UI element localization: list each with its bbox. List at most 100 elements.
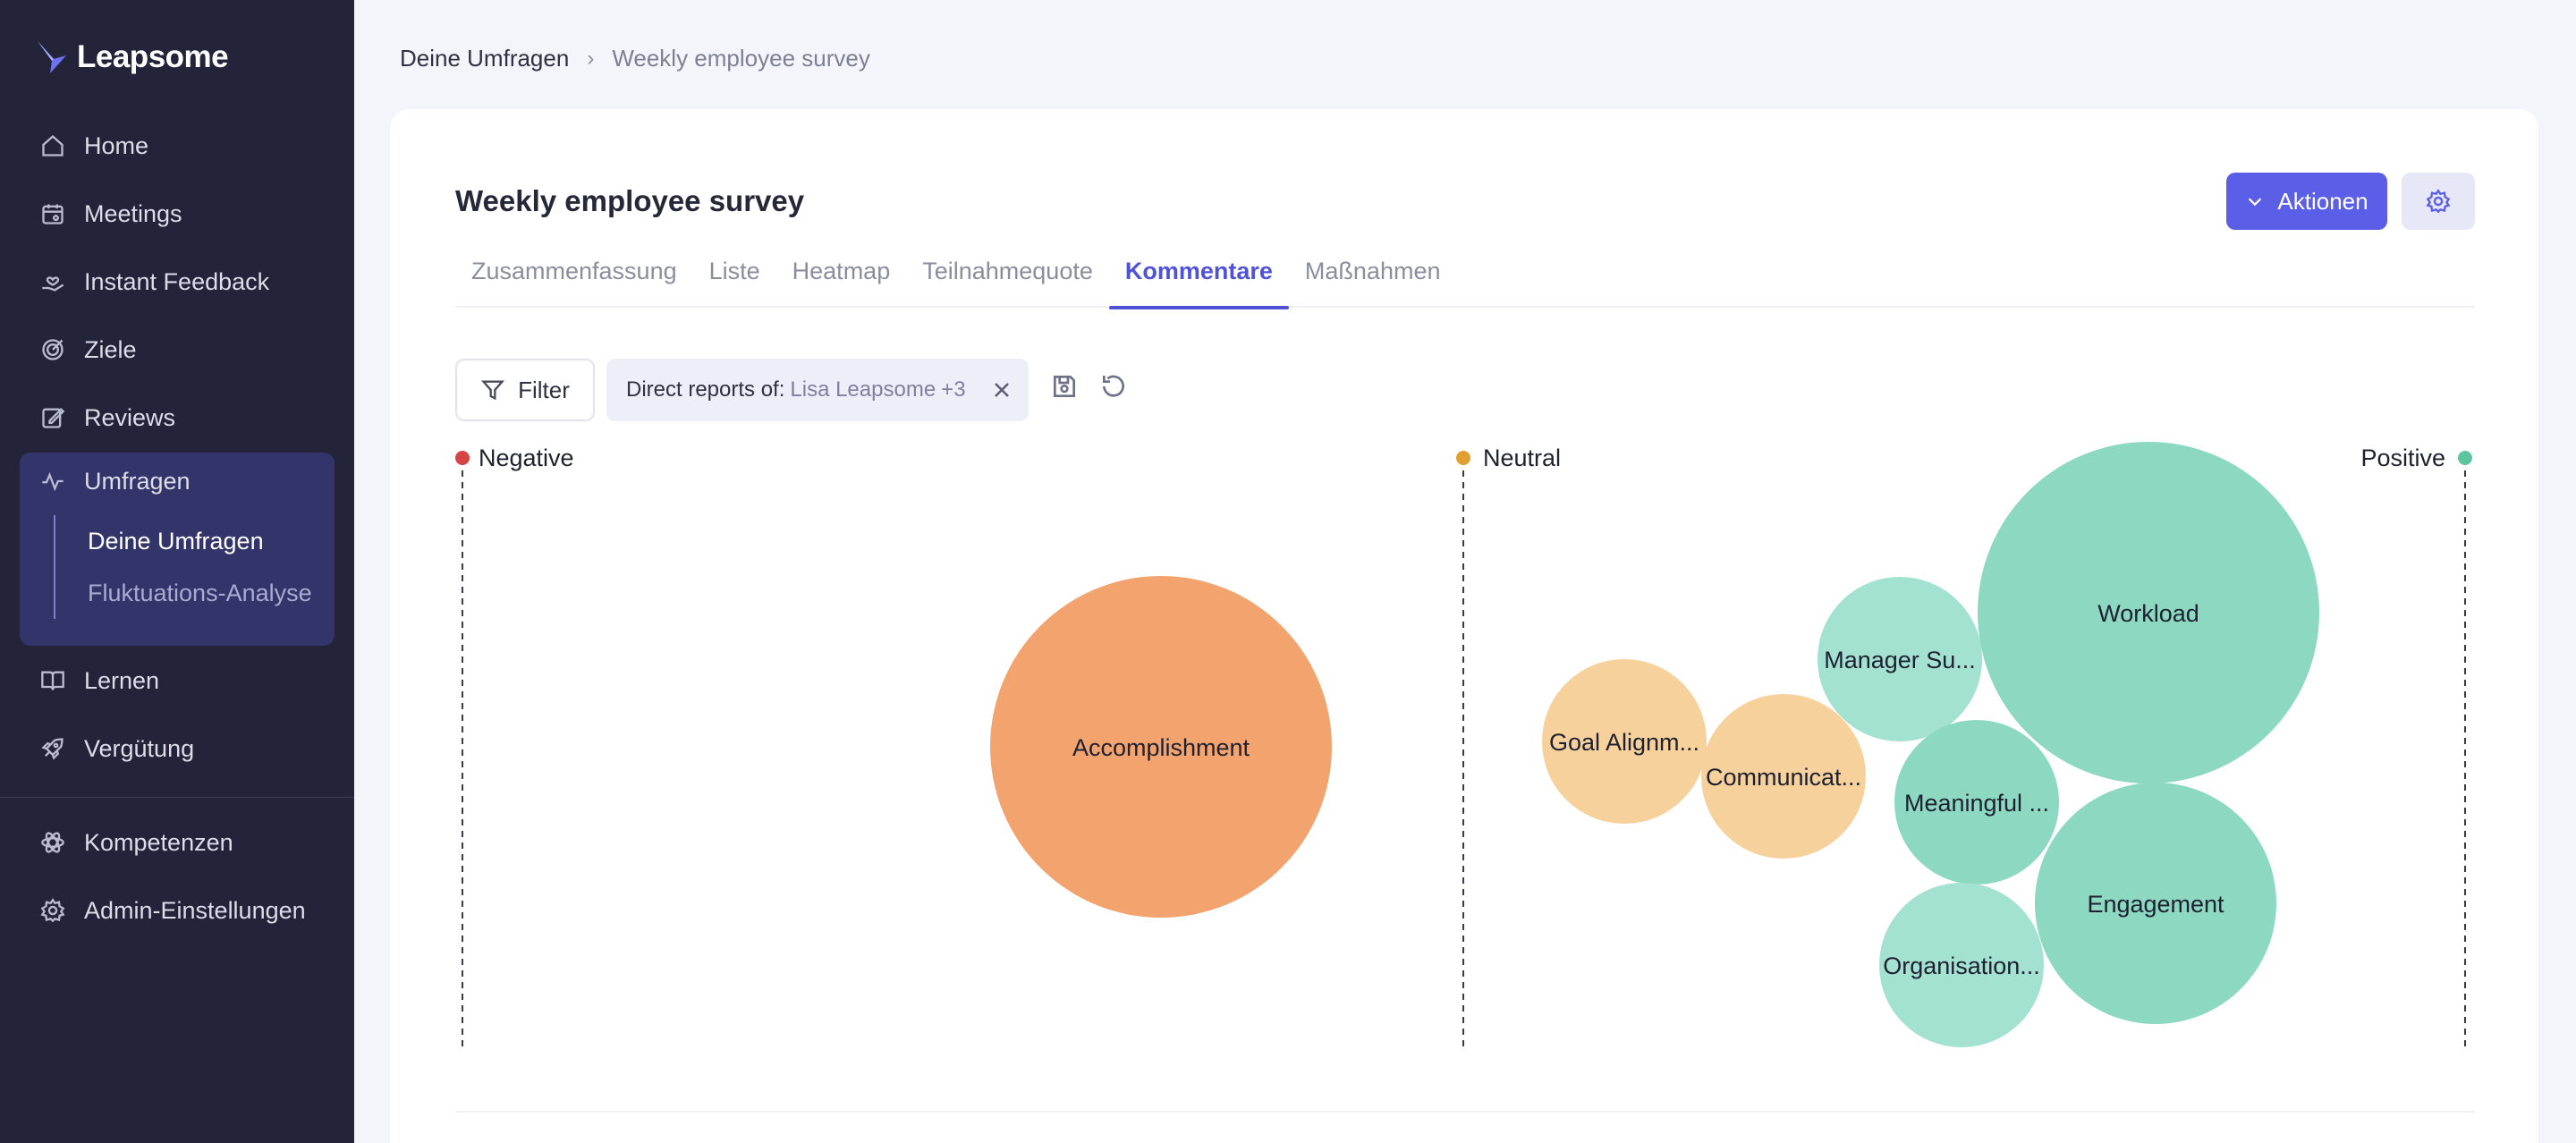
bubble-circle[interactable]: [1701, 694, 1866, 859]
sidebar-item-reviews[interactable]: Reviews: [20, 389, 335, 446]
undo-icon: [1103, 375, 1124, 397]
tab-heatmap[interactable]: Heatmap: [792, 258, 891, 284]
save-icon: [1054, 376, 1075, 397]
filter-chip-label: Direct reports of:: [626, 377, 785, 402]
calendar-icon: [39, 200, 66, 227]
chevron-right-icon: ›: [587, 46, 595, 71]
sidebar-group-umfragen: Umfragen Deine Umfragen Fluktuations-Ana…: [20, 453, 335, 646]
filter-chip[interactable]: Direct reports of: Lisa Leapsome +3: [606, 359, 1029, 421]
edit-icon: [39, 404, 66, 431]
sidebar-item-instant-feedback[interactable]: Instant Feedback: [20, 253, 335, 310]
app-name: Leapsome: [77, 39, 229, 74]
tab-liste[interactable]: Liste: [708, 258, 760, 284]
axis-label-positive: Positive: [2360, 444, 2445, 471]
sidebar-item-meetings[interactable]: Meetings: [20, 185, 335, 242]
bubble-label: Organisation...: [1883, 952, 2040, 979]
bubble-label: Accomplishment: [1072, 734, 1250, 761]
filter-chip-value: Lisa Leapsome: [790, 377, 936, 402]
card-footer-divider: [455, 1111, 2475, 1113]
atom-icon: [39, 829, 66, 856]
sidebar-item-verguetung[interactable]: Vergütung: [20, 720, 335, 777]
bubble-goal-alignm[interactable]: Goal Alignm...: [1542, 659, 1707, 824]
sidebar-item-ziele[interactable]: Ziele: [20, 321, 335, 378]
axis-marker-positive: [2458, 451, 2472, 465]
save-filter-button[interactable]: [1050, 372, 1080, 404]
bubble-circle[interactable]: [1894, 720, 2059, 885]
sidebar-item-admin-einstellungen[interactable]: Admin-Einstellungen: [20, 882, 335, 939]
chart-svg: Negative Neutral Positive Accomplishment Go…: [455, 442, 2472, 1047]
survey-tabs: Zusammenfassung Liste Heatmap Teilnahmeq…: [455, 258, 2475, 309]
sidebar-item-label: Meetings: [84, 199, 182, 227]
sidebar-item-label: Admin-Einstellungen: [84, 896, 306, 924]
bubble-label: Manager Su...: [1824, 647, 1976, 673]
sidebar-item-label: Umfragen: [84, 467, 191, 495]
sidebar-subitem-fluktuations-analyse[interactable]: Fluktuations-Analyse: [88, 579, 312, 606]
breadcrumb-current: Weekly employee survey: [612, 45, 870, 72]
bubble-circle[interactable]: [1978, 442, 2319, 783]
chevron-down-icon: [2249, 198, 2262, 207]
sidebar-item-kompetenzen[interactable]: Kompetenzen: [20, 814, 335, 871]
bubble-accomplishment[interactable]: Accomplishment: [990, 576, 1332, 918]
home-icon: [39, 132, 66, 159]
reset-filter-button[interactable]: [1099, 372, 1130, 404]
bubble-circle[interactable]: [1879, 883, 2044, 1047]
sidebar-item-label: Reviews: [84, 403, 176, 431]
tab-massnahmen[interactable]: Maßnahmen: [1304, 258, 1441, 284]
breadcrumb-root[interactable]: Deine Umfragen: [400, 45, 570, 72]
sidebar-item-lernen[interactable]: Lernen: [20, 652, 335, 709]
umfragen-subnav: Deine Umfragen Fluktuations-Analyse: [54, 515, 312, 619]
sidebar-item-label: Lernen: [84, 666, 160, 694]
leapsome-logo[interactable]: Leapsome: [36, 39, 229, 75]
sidebar-item-umfragen[interactable]: Umfragen: [20, 453, 335, 510]
hand-heart-icon: [39, 268, 66, 295]
sidebar: Leapsome Home Meetings Instant Feedback …: [0, 0, 354, 1143]
sidebar-item-label: Vergütung: [84, 734, 195, 762]
bubble-label: Goal Alignm...: [1549, 729, 1699, 756]
bubble-communicat[interactable]: Communicat...: [1701, 694, 1866, 859]
close-icon[interactable]: [989, 377, 1014, 402]
tab-zusammenfassung[interactable]: Zusammenfassung: [471, 258, 677, 284]
sidebar-item-home[interactable]: Home: [20, 117, 335, 174]
bubble-engagement[interactable]: Engagement: [2035, 783, 2276, 1024]
book-icon: [39, 667, 66, 694]
sidebar-item-label: Home: [84, 131, 149, 159]
filter-chip-extra: +3: [941, 377, 966, 402]
bubble-workload[interactable]: Workload: [1978, 442, 2319, 783]
axis-marker-neutral: [1456, 451, 1470, 465]
sidebar-divider: [0, 797, 354, 798]
bubble-label: Engagement: [2087, 891, 2224, 918]
axis-marker-negative: [455, 451, 470, 465]
bubble-circle[interactable]: [2035, 783, 2276, 1024]
bubble-label: Communicat...: [1706, 764, 1861, 791]
aktionen-button[interactable]: Aktionen: [2226, 173, 2387, 230]
gear-icon: [39, 897, 66, 924]
funnel-icon: [481, 380, 505, 401]
tab-kommentare[interactable]: Kommentare: [1108, 258, 1289, 309]
leapsome-bird-icon: [38, 41, 66, 73]
sidebar-subitem-deine-umfragen[interactable]: Deine Umfragen: [88, 527, 264, 555]
sidebar-item-label: Instant Feedback: [84, 267, 270, 295]
target-icon: [39, 336, 66, 363]
bubble-organisation[interactable]: Organisation...: [1879, 883, 2044, 1047]
gear-icon: [2426, 189, 2451, 214]
sentiment-bubble-chart: Negative Neutral Positive Accomplishment Go…: [390, 109, 2538, 1143]
bubble-circle[interactable]: [990, 576, 1332, 918]
settings-button[interactable]: [2402, 173, 2475, 230]
axis-label-neutral: Neutral: [1483, 444, 1561, 471]
breadcrumb: Deine Umfragen › Weekly employee survey: [400, 45, 870, 72]
page-title: Weekly employee survey: [455, 184, 805, 217]
aktionen-label: Aktionen: [2277, 187, 2368, 215]
bubble-circle[interactable]: [1542, 659, 1707, 824]
filter-label: Filter: [518, 376, 570, 403]
bubble-label: Meaningful ...: [1904, 790, 2049, 817]
bubble-label: Workload: [2097, 600, 2199, 627]
bubble-circle[interactable]: [1818, 577, 1982, 741]
pulse-icon: [39, 468, 66, 495]
tab-teilnahmequote[interactable]: Teilnahmequote: [922, 258, 1093, 284]
bubble-manager-su[interactable]: Manager Su...: [1818, 577, 1982, 741]
rocket-icon: [39, 735, 66, 762]
bubble-meaningful[interactable]: Meaningful ...: [1894, 720, 2059, 885]
sidebar-item-label: Kompetenzen: [84, 828, 233, 856]
sidebar-item-label: Ziele: [84, 335, 137, 363]
filter-button[interactable]: Filter: [455, 359, 595, 421]
